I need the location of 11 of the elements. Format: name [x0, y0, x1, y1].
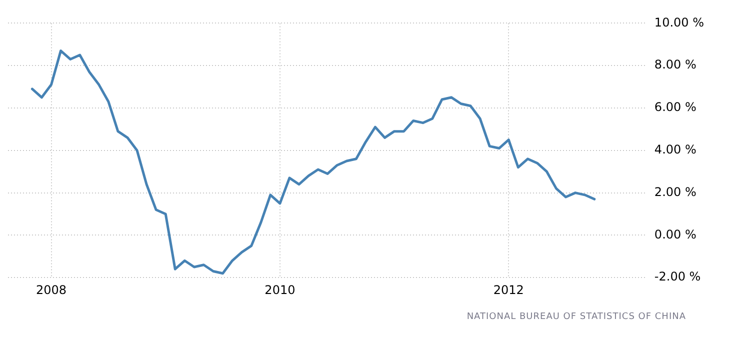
- y-tick-label: 2.00 %: [654, 184, 696, 199]
- x-tick-label: 2012: [493, 282, 524, 297]
- y-tick-label: 4.00 %: [654, 142, 696, 157]
- x-tick-label: 2008: [36, 282, 67, 297]
- y-tick-label: -2.00 %: [654, 270, 701, 284]
- x-tick-label: 2010: [264, 282, 296, 297]
- y-tick-label: 6.00 %: [654, 100, 696, 114]
- y-tick-label: 8.00 %: [654, 58, 696, 72]
- y-tick-label: 10.00 %: [654, 15, 704, 30]
- y-tick-label: 0.00 %: [654, 227, 696, 242]
- text: NATIONAL BUREAU OF STATISTICS OF CHINA: [466, 312, 686, 322]
